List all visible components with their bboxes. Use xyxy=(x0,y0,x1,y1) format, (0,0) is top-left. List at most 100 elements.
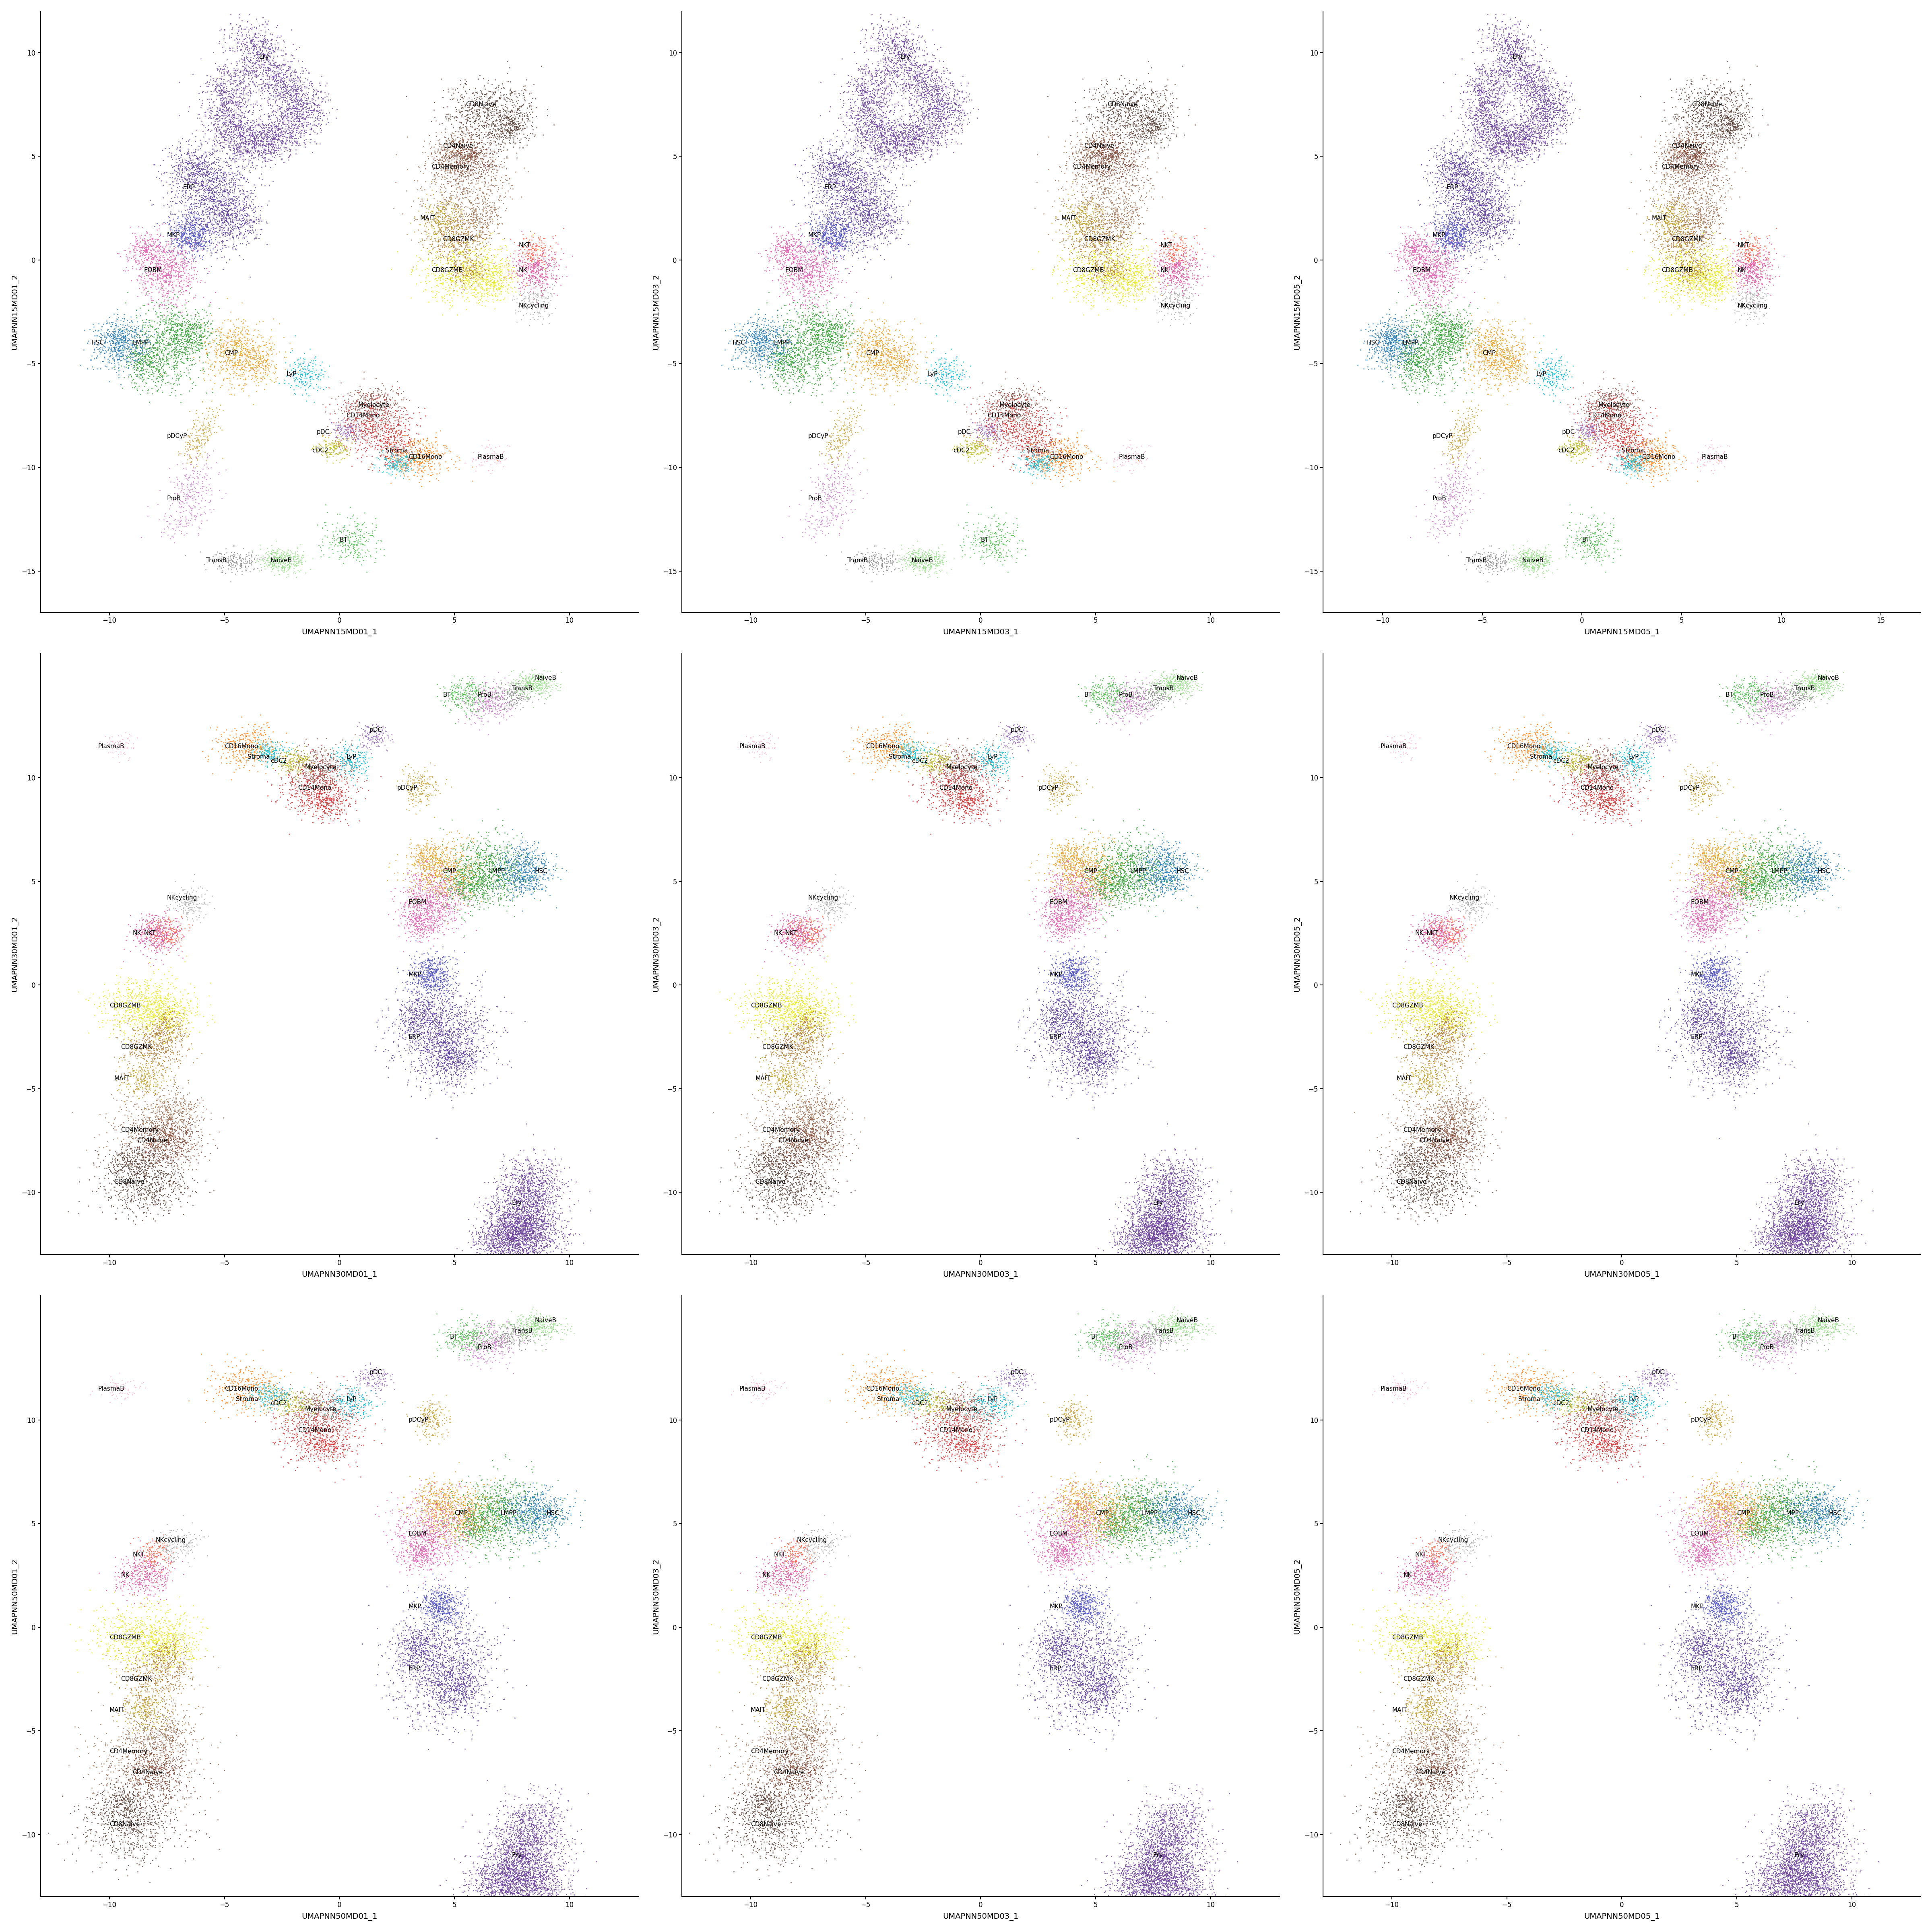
Point xyxy=(477,875,508,906)
Point xyxy=(1070,1681,1101,1712)
Point xyxy=(914,124,945,155)
Point xyxy=(742,1372,773,1403)
Point xyxy=(1795,1148,1826,1179)
Point xyxy=(1036,1644,1066,1675)
Point xyxy=(421,417,452,448)
Point xyxy=(298,773,328,804)
Point xyxy=(201,726,232,757)
Point xyxy=(498,1884,529,1915)
Point xyxy=(1076,1024,1107,1055)
Point xyxy=(1441,1627,1472,1658)
Point xyxy=(1366,1787,1397,1818)
Point xyxy=(1795,838,1826,869)
Point xyxy=(226,352,257,383)
Point xyxy=(452,1634,483,1665)
Point xyxy=(487,1229,518,1260)
Point xyxy=(1113,68,1144,99)
Point xyxy=(1167,1861,1198,1891)
Point xyxy=(141,1101,172,1132)
Point xyxy=(487,1223,518,1254)
Point xyxy=(524,665,554,696)
Point xyxy=(875,120,906,151)
Point xyxy=(452,1638,483,1669)
Point xyxy=(752,1061,782,1092)
Point xyxy=(1605,398,1636,429)
Point xyxy=(1142,1843,1173,1874)
Point xyxy=(1179,1828,1209,1859)
Point xyxy=(1455,222,1486,253)
Point xyxy=(1455,1634,1486,1665)
Point xyxy=(1783,871,1814,902)
Point xyxy=(1785,1495,1816,1526)
Point xyxy=(425,813,456,844)
Point xyxy=(388,462,419,493)
Point xyxy=(1656,269,1687,299)
Point xyxy=(1047,966,1078,997)
Point xyxy=(429,844,460,875)
Point xyxy=(1070,958,1101,989)
Point xyxy=(1781,1312,1812,1343)
Point xyxy=(1768,1486,1799,1517)
Point xyxy=(1772,1173,1803,1204)
Point xyxy=(209,1374,240,1405)
Point xyxy=(1791,1495,1822,1526)
Point xyxy=(1408,361,1439,392)
Point xyxy=(1117,265,1148,296)
Point xyxy=(247,1370,278,1401)
Point xyxy=(1126,1486,1157,1517)
Point xyxy=(106,327,137,357)
Point xyxy=(808,1522,838,1553)
Point xyxy=(129,1146,160,1177)
Point xyxy=(1099,1847,1130,1878)
Point xyxy=(1070,1028,1101,1059)
Point xyxy=(537,1171,568,1202)
Point xyxy=(1155,1302,1186,1333)
Point xyxy=(487,1859,518,1889)
Point xyxy=(191,311,222,342)
Point xyxy=(178,1723,209,1754)
Point xyxy=(1588,415,1619,446)
Point xyxy=(1379,1633,1410,1663)
Point xyxy=(319,1385,350,1416)
Point xyxy=(338,738,369,769)
Point xyxy=(1134,696,1165,726)
Point xyxy=(526,1192,556,1223)
Point xyxy=(1681,898,1712,929)
Point xyxy=(524,1306,554,1337)
Point xyxy=(1770,1882,1801,1913)
Text: pDC: pDC xyxy=(317,429,328,435)
Point xyxy=(1432,218,1463,249)
Point xyxy=(1789,1215,1820,1246)
Point xyxy=(149,348,180,379)
Point xyxy=(392,1623,423,1654)
Point xyxy=(471,104,502,135)
Point xyxy=(477,81,508,112)
Point xyxy=(1030,448,1061,479)
Point xyxy=(137,247,168,278)
Point xyxy=(412,1526,442,1557)
Point xyxy=(126,236,156,267)
Point xyxy=(1700,964,1731,995)
Point xyxy=(1408,1631,1439,1662)
Point xyxy=(1625,1378,1656,1408)
Point xyxy=(502,1878,533,1909)
Point xyxy=(311,442,342,473)
Point xyxy=(259,732,290,763)
Point xyxy=(794,1146,825,1177)
Point xyxy=(1694,120,1725,151)
Point xyxy=(734,1801,765,1832)
Point xyxy=(1066,151,1097,182)
Point xyxy=(145,1687,176,1718)
Point xyxy=(773,1640,804,1671)
Point xyxy=(1066,168,1097,199)
Point xyxy=(1439,373,1470,404)
Point xyxy=(1557,753,1588,784)
Point xyxy=(885,1378,916,1408)
Point xyxy=(1109,877,1140,908)
Point xyxy=(771,327,802,357)
Point xyxy=(419,1604,450,1634)
Point xyxy=(189,421,220,452)
Point xyxy=(1785,1513,1816,1544)
Point xyxy=(738,1700,769,1731)
Point xyxy=(1140,1876,1171,1907)
